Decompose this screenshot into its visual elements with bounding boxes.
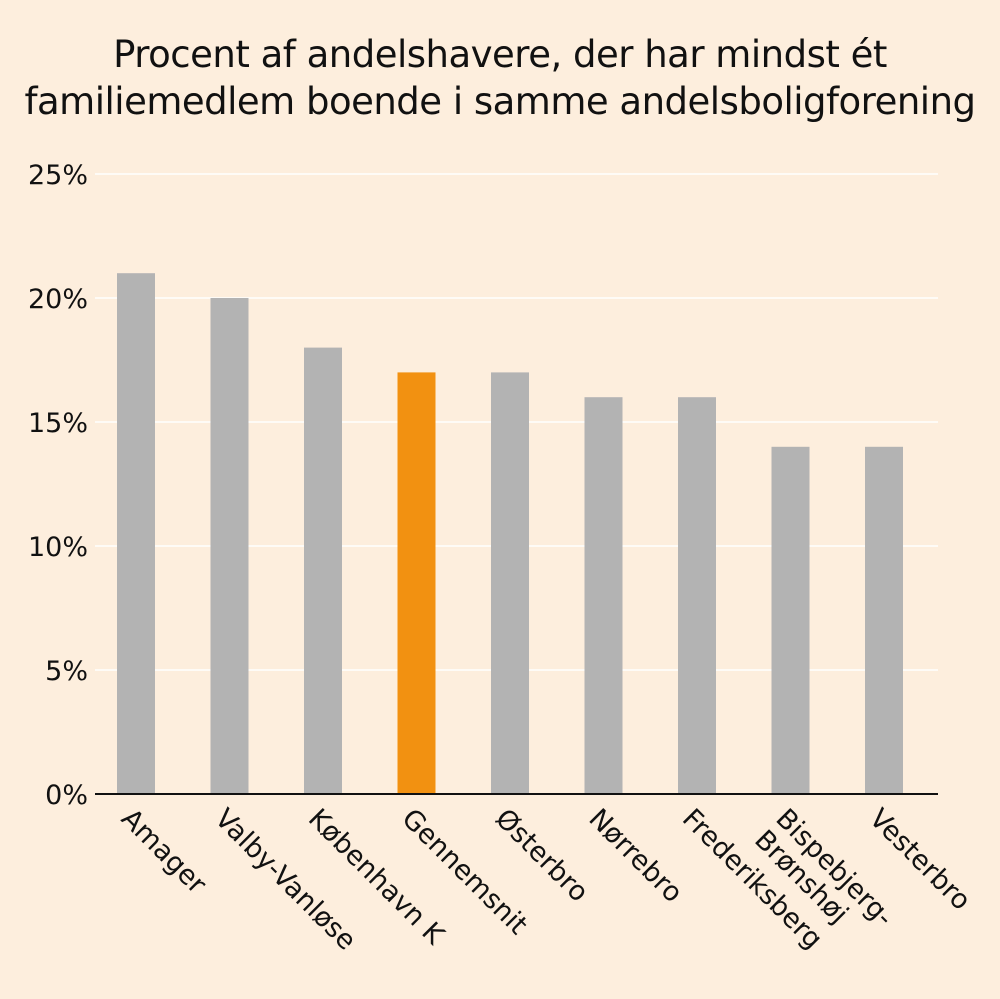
bar-4	[491, 372, 529, 794]
y-tick-label: 10%	[28, 532, 88, 563]
chart-title-line-2: familiemedlem boende i samme andelsbolig…	[24, 80, 976, 123]
chart-title-line-1: Procent af andelshavere, der har mindst …	[113, 33, 887, 76]
bar-3	[397, 372, 436, 794]
bar-6	[678, 397, 716, 794]
bar-5	[584, 397, 623, 794]
y-tick-label: 5%	[45, 656, 88, 687]
y-tick-label: 20%	[28, 284, 88, 315]
bar-8	[865, 446, 903, 794]
category-label: Nørrebro	[583, 803, 689, 909]
category-label: Amager	[115, 803, 213, 901]
y-tick-label: 0%	[45, 780, 88, 811]
bar-1	[210, 298, 249, 794]
y-tick-label: 15%	[28, 408, 88, 439]
bar-2	[304, 347, 342, 794]
bar-0	[117, 273, 155, 794]
category-label-line: Nørrebro	[583, 803, 689, 909]
bar-7	[771, 446, 810, 794]
y-tick-label: 25%	[28, 160, 88, 191]
category-label-line: Amager	[115, 803, 213, 901]
